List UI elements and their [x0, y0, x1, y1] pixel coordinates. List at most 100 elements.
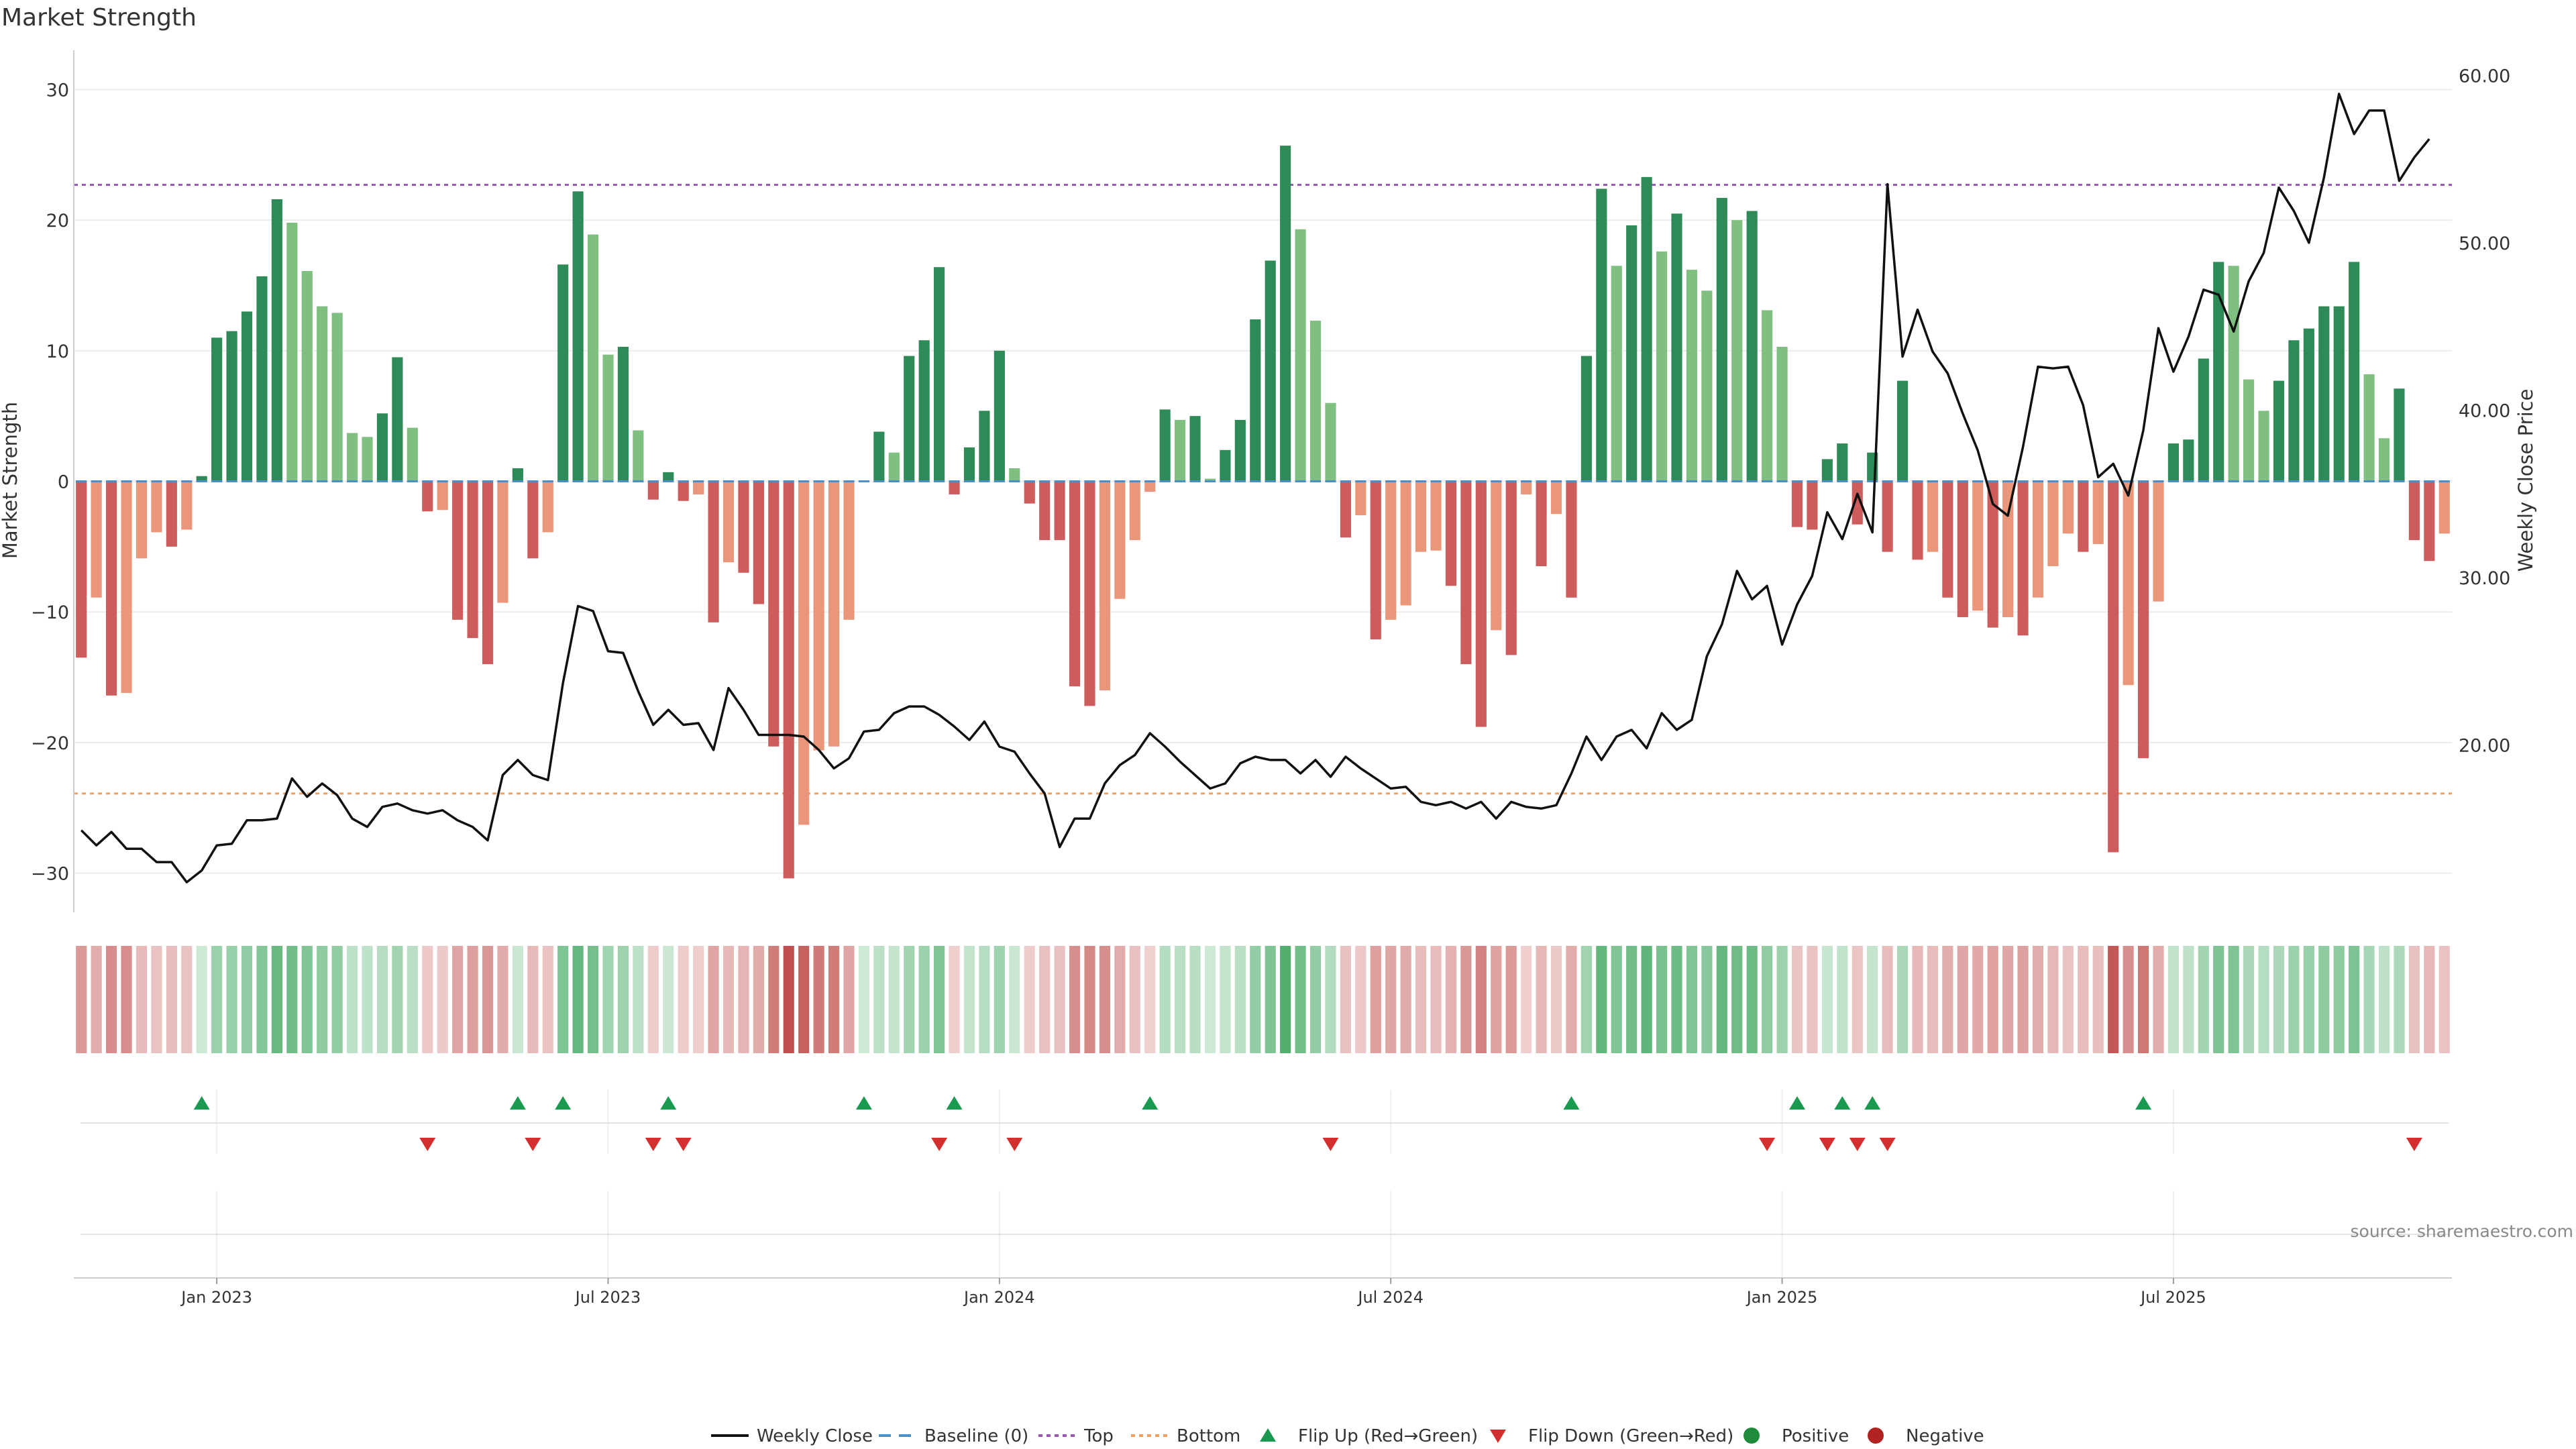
strength-bar: [1234, 419, 1246, 482]
flip-down-marker: [1322, 1138, 1339, 1151]
strength-bar: [1175, 419, 1186, 482]
strength-bar: [91, 481, 102, 598]
heat-cell: [873, 946, 885, 1053]
heat-cell: [407, 946, 418, 1053]
heat-cell: [813, 946, 824, 1053]
flip-down-marker: [419, 1138, 436, 1151]
heat-cell: [1746, 946, 1758, 1053]
strength-bar: [1550, 481, 1562, 515]
heat-cell: [633, 946, 644, 1053]
x-axis: Jan 2023 Jul 2023 Jan 2024 Jul 2024 Jan 2025…: [74, 1277, 2452, 1307]
strength-bar: [437, 481, 448, 511]
strength-bar: [1776, 346, 1788, 482]
strength-bar: [2318, 306, 2330, 482]
heat-cell: [1099, 946, 1110, 1053]
strength-bar: [2062, 481, 2074, 534]
strength-bar: [2213, 262, 2224, 482]
heat-cell: [2288, 946, 2300, 1053]
source-label: source: sharemaestro.com: [2351, 1222, 2574, 1241]
flip-up-marker: [946, 1096, 963, 1110]
heat-cell: [888, 946, 900, 1053]
heat-cell: [722, 946, 735, 1053]
heat-cell: [2378, 946, 2390, 1053]
reference-lines: [74, 184, 2452, 795]
strength-bar: [678, 481, 689, 501]
heat-cell: [286, 946, 298, 1053]
strength-bar: [2363, 374, 2375, 482]
heat-cell: [1686, 946, 1698, 1053]
chart-title: Market Strength: [1, 4, 197, 32]
legend-label: Bottom: [1177, 1426, 1240, 1446]
heat-cell: [1536, 946, 1547, 1053]
heat-cell: [2228, 946, 2239, 1053]
heat-cell: [994, 946, 1005, 1053]
heat-cell: [2273, 946, 2285, 1053]
legend-label: Flip Down (Green→Red): [1528, 1426, 1733, 1446]
heat-cell: [1265, 946, 1276, 1053]
heat-cell: [1896, 946, 1909, 1053]
x-tick-label: Jul 2025: [2139, 1288, 2206, 1307]
heat-cell: [1280, 946, 1291, 1053]
legend-label: Top: [1083, 1426, 1114, 1446]
heat-cell: [91, 946, 102, 1053]
heat-cell: [1114, 946, 1126, 1053]
strength-bar: [2288, 340, 2300, 482]
strength-bar: [1746, 211, 1758, 482]
strength-bar: [1626, 225, 1638, 482]
strength-bar: [1505, 481, 1517, 655]
heat-cell: [1009, 946, 1020, 1053]
strength-bar: [1611, 266, 1622, 482]
heat-cell: [1867, 946, 1878, 1053]
heat-cell: [1566, 946, 1577, 1053]
y2-tick-label: 30.00: [2459, 568, 2510, 589]
y-tick-label: −20: [31, 733, 69, 754]
x-tick-label: Jan 2023: [180, 1288, 252, 1307]
heat-cell: [1250, 946, 1261, 1053]
heat-cell: [1175, 946, 1186, 1053]
heat-cell: [843, 946, 855, 1053]
strength-bar: [1309, 321, 1322, 482]
y-tick-label: −10: [31, 602, 69, 623]
strength-bar: [286, 223, 298, 482]
strength-bar: [647, 481, 659, 500]
heat-cell: [106, 946, 117, 1053]
heat-cell: [1762, 946, 1773, 1053]
heat-cell: [1309, 946, 1322, 1053]
heat-cell: [2363, 946, 2375, 1053]
heat-cell: [2062, 946, 2074, 1053]
flip-down-marker: [525, 1138, 541, 1151]
strength-bar: [2002, 481, 2014, 617]
flip-up-marker: [1789, 1096, 1806, 1110]
strength-bar: [708, 481, 719, 623]
strength-bar: [1370, 481, 1381, 640]
strength-bar: [1430, 481, 1442, 551]
strength-bar: [1220, 449, 1231, 482]
strength-bar: [106, 481, 117, 696]
strength-bar: [136, 481, 148, 559]
strength-bar: [2108, 481, 2119, 853]
heat-cell: [2002, 946, 2014, 1053]
strength-bar: [1340, 481, 1351, 538]
legend: Weekly Close Baseline (0) Top Bottom Flip Up…: [711, 1426, 1984, 1446]
heat-cell: [1821, 946, 1833, 1053]
strength-bar: [1400, 481, 1411, 606]
strength-bar: [512, 468, 523, 482]
heat-cell: [1370, 946, 1381, 1053]
legend-label: Weekly Close: [757, 1426, 873, 1446]
heat-cell: [1415, 946, 1427, 1053]
strength-bar: [753, 481, 764, 604]
flip-down-marker: [1759, 1138, 1776, 1151]
heat-cell: [1024, 946, 1035, 1053]
y2-tick-label: 40.00: [2459, 400, 2510, 421]
flip-up-marker: [855, 1096, 872, 1110]
heat-cell: [708, 946, 719, 1053]
strength-bar: [1159, 409, 1171, 482]
heat-cell: [1912, 946, 1923, 1053]
heat-cell: [918, 946, 930, 1053]
strength-bar: [2438, 481, 2450, 534]
y-tick-label: 10: [46, 341, 69, 362]
y2-tick-label: 50.00: [2459, 233, 2510, 254]
heat-cell: [2258, 946, 2269, 1053]
heat-cell: [136, 946, 148, 1053]
heat-cell: [1882, 946, 1893, 1053]
